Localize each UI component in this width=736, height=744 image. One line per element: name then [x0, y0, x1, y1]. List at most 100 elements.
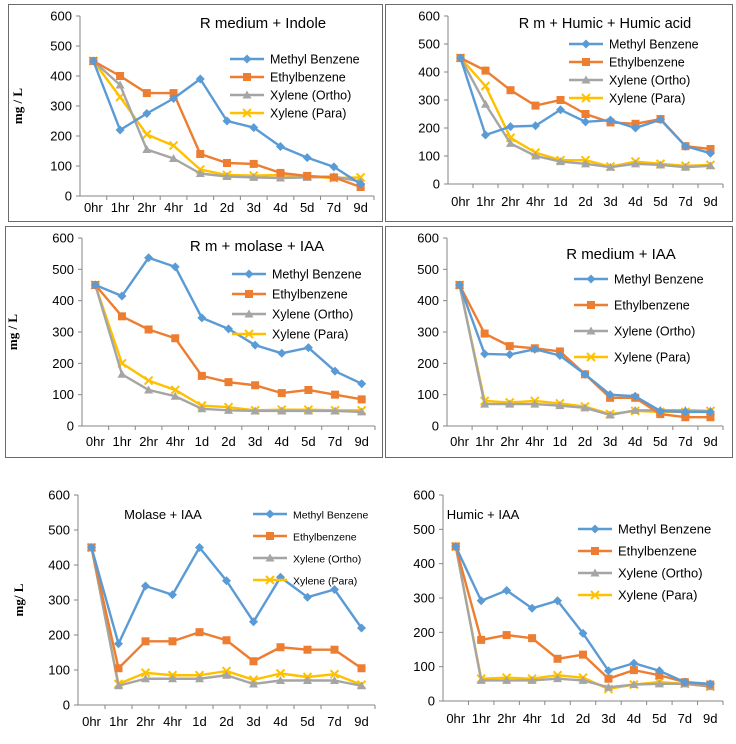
chart-svg: 0 100 200 300 400 500 600 0hr 1hr 2hr 4hr 1d 2d 3d 4d 5…: [385, 226, 733, 458]
series-methyl-benzene: [90, 253, 367, 389]
x-tick-label: 5d: [653, 434, 667, 449]
y-tick-label: 600: [417, 231, 439, 246]
legend-label: Methyl Benzene: [618, 522, 711, 537]
legend-marker: [243, 73, 251, 81]
y-tick-label: 100: [52, 387, 74, 402]
data-point: [356, 179, 366, 189]
data-point: [195, 628, 204, 637]
x-tick-label: 0hr: [84, 200, 103, 215]
data-point: [680, 407, 690, 417]
series-methyl-benzene: [456, 53, 715, 158]
data-point: [480, 399, 490, 408]
series-ethylbenzene: [451, 542, 715, 689]
chart-svg: 0 100 200 300 400 500 600 0hr 1hr 2hr 4hr 1d 2d 3d 4d 5…: [8, 4, 383, 222]
x-tick-label: 5d: [301, 434, 315, 449]
data-point: [330, 676, 339, 684]
legend-marker: [265, 509, 275, 519]
y-tick-label: 200: [417, 356, 439, 371]
legend-label: Ethylbenzene: [609, 56, 685, 70]
x-tick-label: 1d: [553, 434, 567, 449]
data-point: [195, 169, 205, 177]
data-point: [117, 312, 126, 321]
x-tick-label: 1hr: [113, 434, 132, 449]
x-tick-label: 0hr: [450, 434, 469, 449]
x-tick-label: 2d: [576, 711, 590, 726]
data-point: [505, 342, 514, 351]
data-point: [170, 385, 180, 395]
data-point: [303, 406, 313, 415]
x-tick-label: 0hr: [82, 714, 101, 729]
x-tick-label: 5d: [652, 711, 666, 726]
data-point: [580, 403, 590, 412]
chart-panel-rm-humic-humic-acid: 0 100 200 300 400 500 600 0hr 1hr 2hr 4hr 1d 2d 3d 4d 5…: [385, 4, 733, 222]
x-tick-label: 0hr: [446, 711, 465, 726]
legend-marker: [590, 568, 600, 577]
data-point: [195, 543, 204, 552]
data-point: [249, 172, 259, 181]
data-point: [195, 674, 204, 683]
x-tick-label: 4hr: [163, 714, 182, 729]
chart-svg: 0 100 200 300 400 500 600 0hr 1hr 2hr 4hr 1d 2d 3d 4d 5…: [11, 488, 376, 729]
data-point: [303, 343, 313, 353]
data-point: [331, 390, 340, 399]
x-tick-label: 0hr: [86, 434, 105, 449]
data-point: [197, 371, 206, 380]
data-point: [527, 603, 537, 613]
data-point: [330, 366, 340, 376]
x-tick-label: 2d: [221, 434, 235, 449]
data-point: [505, 350, 515, 360]
data-point: [249, 123, 259, 133]
data-point: [90, 280, 100, 290]
data-point: [222, 172, 232, 180]
chart-panel-molase-iaa: 0 100 200 300 400 500 600 0hr 1hr 2hr 4hr 1d 2d 3d 4d 5…: [5, 478, 383, 740]
data-point: [87, 543, 96, 552]
legend-label: Xylene (Ortho): [270, 89, 351, 103]
data-point: [141, 674, 150, 683]
data-point: [654, 679, 664, 688]
data-point: [329, 173, 338, 182]
data-point: [578, 628, 588, 638]
data-point: [330, 585, 339, 594]
legend-marker: [586, 274, 596, 284]
x-tick-label: 2hr: [500, 434, 519, 449]
data-point: [531, 121, 540, 131]
y-tick-label: 600: [48, 488, 70, 503]
chart-border: [385, 226, 733, 458]
data-point: [581, 110, 590, 118]
y-axis-title: mg / L: [10, 88, 25, 124]
data-point: [531, 151, 540, 160]
series-ethylbenzene: [91, 281, 366, 404]
legend-label: Xylene (Ortho): [293, 554, 361, 566]
data-point: [303, 676, 312, 684]
data-point: [141, 581, 150, 591]
data-point: [357, 681, 366, 690]
legend-label: Ethylbenzene: [270, 71, 346, 85]
x-tick-label: 3d: [603, 194, 617, 209]
data-point: [114, 664, 123, 673]
data-point: [502, 675, 512, 684]
data-point: [329, 162, 339, 172]
data-point: [555, 351, 565, 360]
data-point: [631, 159, 640, 168]
data-point: [631, 123, 640, 133]
y-tick-label: 400: [50, 69, 72, 84]
y-tick-label: 300: [48, 593, 70, 608]
x-tick-label: 9d: [353, 200, 367, 215]
legend: Methyl Benzene Ethylbenzene Xylene (Ortho)…: [230, 53, 360, 121]
data-point: [556, 96, 565, 104]
x-tick-label: 2hr: [139, 434, 158, 449]
data-point: [140, 668, 151, 678]
y-tick-label: 300: [50, 99, 72, 114]
y-tick-label: 100: [417, 387, 439, 402]
legend-label: Methyl Benzene: [609, 38, 699, 52]
y-tick-label: 0: [63, 698, 70, 713]
data-point: [706, 148, 715, 158]
data-point: [357, 395, 366, 404]
x-tick-label: 3d: [246, 200, 260, 215]
data-point: [116, 72, 125, 80]
x-tick-label: 3d: [248, 434, 262, 449]
x-tick-label: 0hr: [451, 194, 470, 209]
x-tick-label: 1d: [550, 711, 564, 726]
chart-title: R medium + IAA: [566, 246, 676, 263]
data-point: [303, 171, 312, 180]
